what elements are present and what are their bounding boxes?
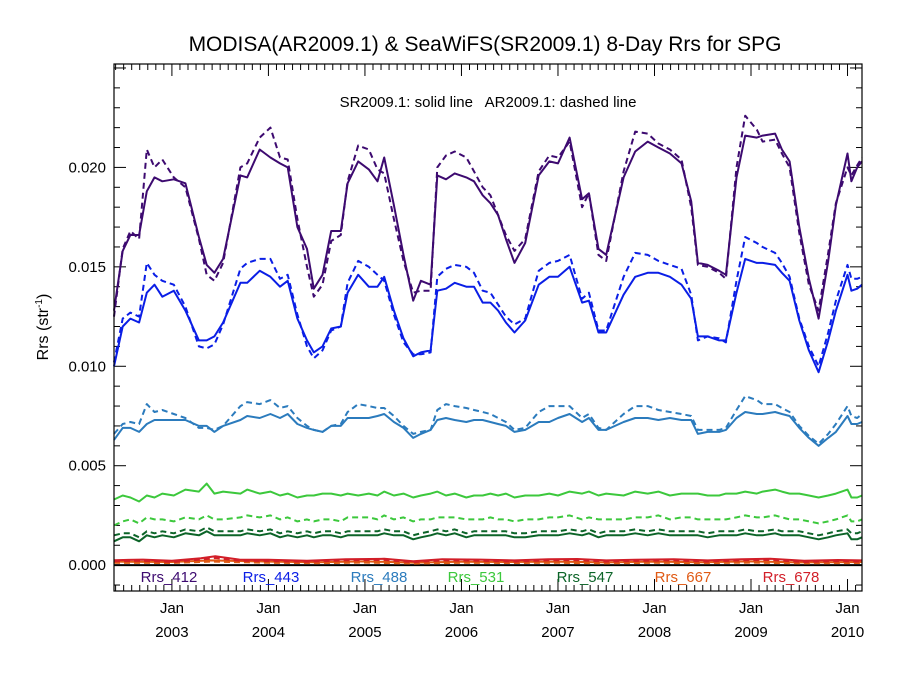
y-tick-label: 0.015 (68, 259, 106, 276)
legend-entry-rrs-412: Rrs_412 (141, 569, 198, 586)
series-line-rrs-531-solid (113, 482, 863, 503)
legend: Rrs_412 Rrs_443 Rrs_488 Rrs_531 Rrs_547 Rrs_6… (141, 569, 820, 586)
legend-entry-rrs-667: Rrs_667 (655, 569, 712, 586)
x-tick-label-year: 2006 (445, 624, 478, 641)
chart-title: MODISA(AR2009.1) & SeaWiFS(SR2009.1) 8-D… (189, 33, 782, 56)
series-line-rrs-547-dashed (113, 526, 863, 539)
x-tick-label-month: Jan (546, 600, 570, 617)
x-tick-label-year: 2007 (541, 624, 574, 641)
series-lines (113, 114, 863, 565)
x-tick-label-month: Jan (835, 600, 859, 617)
y-axis-label: Rrs (str-1) (34, 294, 52, 361)
x-tick-label-month: Jan (449, 600, 473, 617)
legend-entry-rrs-488: Rrs_488 (351, 569, 408, 586)
x-tick-label-month: Jan (256, 600, 280, 617)
x-tick-label-year: 2008 (638, 624, 671, 641)
plot-frame (113, 63, 863, 592)
series-line-rrs-412-dashed (113, 114, 863, 317)
legend-entry-rrs-678: Rrs_678 (763, 569, 820, 586)
line-style-note: SR2009.1: solid line AR2009.1: dashed li… (340, 94, 637, 111)
series-line-rrs-443-dashed (113, 236, 863, 368)
x-tick-label-month: Jan (353, 600, 377, 617)
x-tick-label-month: Jan (642, 600, 666, 617)
axes: 0.000 0.005 0.010 0.015 0.020 Jan 2003 Jan 2004 J… (68, 64, 864, 641)
y-tick-label: 0.020 (68, 159, 106, 176)
series-line-rrs-488-solid (113, 411, 863, 447)
x-tick-label-month: Jan (739, 600, 763, 617)
y-tick-label: 0.005 (68, 458, 106, 475)
series-line-rrs-667-dashed (113, 560, 863, 565)
x-tick-label-year: 2010 (831, 624, 864, 641)
legend-entry-rrs-547: Rrs_547 (557, 569, 614, 586)
series-line-rrs-488-dashed (113, 395, 863, 445)
x-tick-label-year: 2004 (252, 624, 285, 641)
y-tick-label: 0.000 (68, 557, 106, 574)
series-line-rrs-531-dashed (113, 514, 863, 527)
series-line-rrs-678-solid (113, 555, 863, 563)
y-axis-label-superscript: -1 (34, 299, 45, 308)
series-line-rrs-547-solid (113, 530, 863, 543)
x-tick-label-year: 2009 (734, 624, 767, 641)
series-line-rrs-412-solid (113, 132, 863, 320)
series-line-rrs-443-solid (113, 257, 863, 374)
x-tick-label-year: 2005 (348, 624, 381, 641)
legend-entry-rrs-531: Rrs_531 (448, 569, 505, 586)
y-axis-label-close: ) (35, 294, 52, 299)
y-tick-label: 0.010 (68, 358, 106, 375)
legend-entry-rrs-443: Rrs_443 (243, 569, 300, 586)
x-tick-label-month: Jan (160, 600, 184, 617)
series-line-rrs-678-dashed (113, 557, 863, 564)
y-axis-label-text: Rrs (str (35, 307, 52, 360)
x-tick-label-year: 2003 (155, 624, 188, 641)
